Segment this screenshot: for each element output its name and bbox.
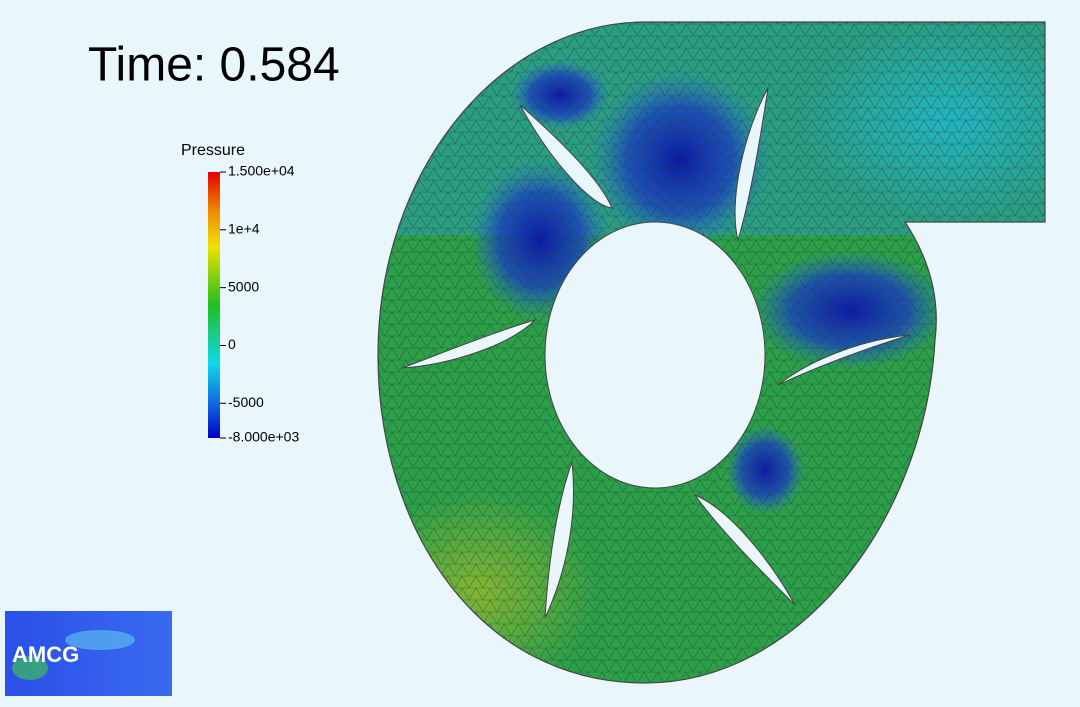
colorbar-tick-label: -8.000e+03 [228,429,299,445]
colorbar [208,172,220,438]
logo: AMCG [5,611,172,696]
colorbar-tick-label: 0 [228,336,236,352]
pump-field [377,21,1046,684]
colorbar-tick-label: 1e+4 [228,221,260,237]
colorbar-tick-label: -5000 [228,394,264,410]
colorbar-tick-label: 1.500e+04 [228,163,295,179]
logo-text: AMCG [12,642,79,667]
colorbar-ticks: 1.500e+04 1e+4 5000 0 -5000 -8.000e+03 [220,163,299,445]
colorbar-tick-label: 5000 [228,278,259,294]
time-label: Time: 0.584 [88,39,340,92]
colorbar-title: Pressure [181,142,245,159]
